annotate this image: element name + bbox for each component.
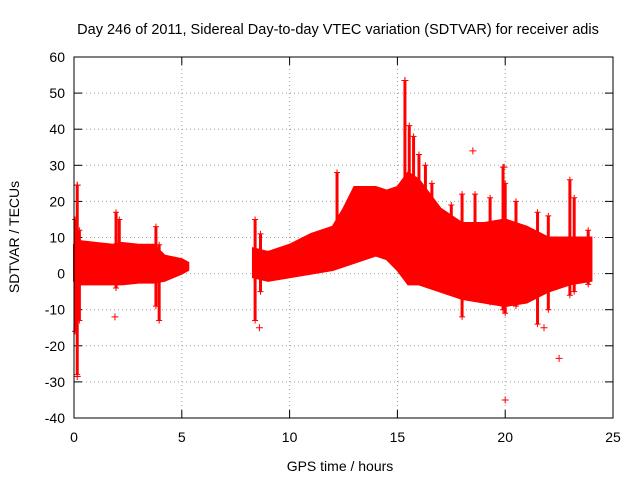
data-point bbox=[252, 216, 259, 223]
data-point bbox=[534, 209, 541, 216]
data-point bbox=[448, 285, 455, 292]
y-tick-label: 40 bbox=[49, 121, 65, 137]
y-tick-label: -40 bbox=[45, 410, 65, 426]
y-tick-label: 30 bbox=[49, 157, 65, 173]
data-point bbox=[334, 169, 341, 176]
data-point bbox=[113, 285, 120, 292]
data-point bbox=[401, 76, 409, 84]
x-tick-label: 20 bbox=[497, 429, 513, 445]
data-point bbox=[571, 288, 578, 295]
x-axis-label: GPS time / hours bbox=[287, 458, 394, 474]
data-point bbox=[334, 256, 341, 263]
data-band bbox=[251, 171, 593, 308]
chart-title: Day 246 of 2011, Sidereal Day-to-day VTE… bbox=[77, 22, 599, 38]
data-point bbox=[500, 163, 508, 171]
data-point bbox=[111, 313, 119, 321]
data-point bbox=[512, 198, 519, 205]
data-point bbox=[73, 372, 81, 380]
data-point bbox=[428, 180, 435, 187]
y-tick-label: 20 bbox=[49, 193, 65, 209]
data-point bbox=[73, 181, 81, 189]
data-point bbox=[76, 227, 83, 234]
data-point bbox=[116, 216, 123, 223]
data-point bbox=[422, 162, 429, 169]
data-point bbox=[487, 299, 494, 306]
data-point bbox=[566, 292, 573, 299]
x-tick-label: 5 bbox=[178, 429, 186, 445]
data-point bbox=[428, 270, 435, 277]
data-point bbox=[545, 212, 552, 219]
plot-frame bbox=[73, 56, 614, 419]
axis-ticks: -40 -30 -20 -10 0 10 20 30 40 50 60 0 5 10 15 20 25 bbox=[45, 49, 621, 445]
data-point bbox=[448, 202, 455, 209]
data-point bbox=[566, 176, 573, 183]
data-point bbox=[255, 324, 263, 332]
x-tick-label: 0 bbox=[70, 429, 78, 445]
y-tick-label: -10 bbox=[45, 302, 65, 318]
y-tick-label: 50 bbox=[49, 85, 65, 101]
y-tick-label: 0 bbox=[57, 266, 65, 282]
x-tick-label: 10 bbox=[282, 429, 298, 445]
y-axis-label: SDTVAR / TECUs bbox=[6, 181, 22, 293]
data-point bbox=[469, 147, 477, 155]
data-point bbox=[252, 317, 259, 324]
data-point bbox=[459, 191, 466, 198]
x-tick-label: 15 bbox=[390, 429, 406, 445]
data-point bbox=[401, 252, 408, 259]
data-band bbox=[73, 240, 190, 286]
data-point bbox=[152, 223, 159, 230]
data-point bbox=[410, 133, 417, 140]
data-point bbox=[257, 230, 264, 237]
y-tick-label: 10 bbox=[49, 230, 65, 246]
y-tick-label: -30 bbox=[45, 374, 65, 390]
data-point bbox=[501, 396, 509, 404]
y-tick-label: -20 bbox=[45, 338, 65, 354]
data-point bbox=[502, 180, 509, 187]
data-point bbox=[555, 354, 563, 362]
data-point bbox=[585, 227, 592, 234]
data-point bbox=[415, 252, 422, 259]
data-point bbox=[113, 209, 120, 216]
data-point bbox=[512, 303, 519, 310]
data-point bbox=[76, 317, 83, 324]
data-point bbox=[585, 281, 592, 288]
data-point bbox=[540, 324, 548, 332]
data-point bbox=[156, 317, 163, 324]
data-point bbox=[410, 234, 417, 241]
data-point bbox=[571, 194, 578, 201]
data-point bbox=[534, 321, 541, 328]
y-tick-label: 60 bbox=[49, 49, 65, 65]
data-point bbox=[472, 292, 479, 299]
data-point bbox=[257, 288, 264, 295]
data-point bbox=[116, 277, 123, 284]
data-series bbox=[72, 76, 593, 404]
data-point bbox=[415, 151, 422, 158]
data-point bbox=[502, 310, 509, 317]
data-point bbox=[487, 194, 494, 201]
data-point bbox=[545, 306, 552, 313]
data-point bbox=[406, 241, 413, 248]
data-point bbox=[406, 122, 413, 129]
data-point bbox=[459, 313, 466, 320]
data-point bbox=[156, 241, 163, 248]
data-point bbox=[472, 191, 479, 198]
x-tick-label: 25 bbox=[605, 429, 621, 445]
data-point bbox=[422, 263, 429, 270]
